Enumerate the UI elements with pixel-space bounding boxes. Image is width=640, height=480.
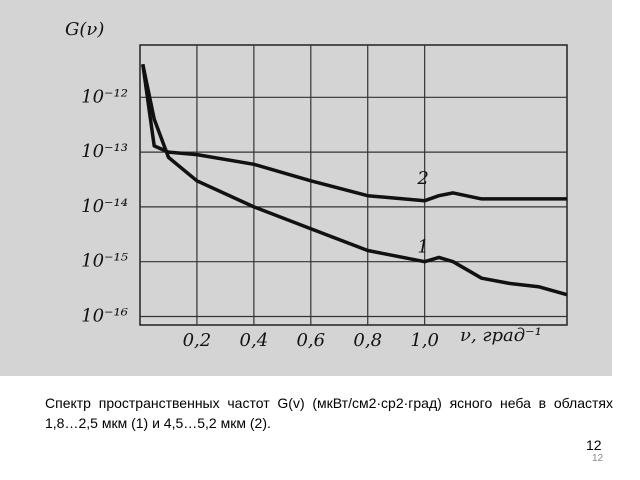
plot-area [139,44,568,326]
line [141,64,567,203]
caption: Спектр пространственных частот G(v) (мкВ… [45,395,613,431]
x-axis-title: ν, град⁻¹ [460,325,542,346]
y-tick-label: 10⁻¹³ [81,141,128,162]
x-tick-label: 0,8 [353,330,382,351]
x-tick-label: 0,4 [240,330,269,351]
footer-number: 12 [592,453,604,464]
y-tick-label: 10⁻¹⁴ [81,196,128,217]
x-tick-label: 0,6 [296,330,325,351]
y-tick-label: 10⁻¹⁶ [81,306,128,327]
y-axis-title: G(ν) [65,19,104,40]
y-tick-label: 10⁻¹² [81,86,128,107]
x-tick-label: 0,2 [183,330,212,351]
chart-background [0,0,612,376]
x-tick-label: 1,0 [410,330,439,351]
series-label: 2 [416,168,428,189]
y-tick-label: 10⁻¹⁵ [81,251,128,272]
line [141,63,568,297]
chart: G(ν) ν, град⁻¹ 10⁻¹² 10⁻¹³ 10⁻¹⁴ 10⁻¹⁵ 10⁻¹⁶… [0,0,612,376]
series-label: 1 [417,237,428,258]
page-number: 12 [586,437,602,453]
